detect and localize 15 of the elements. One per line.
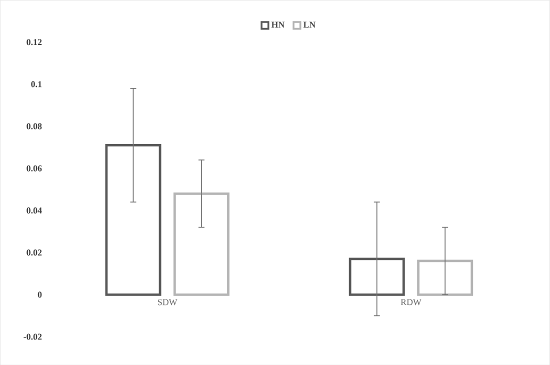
y-tick-label: 0.08	[26, 123, 42, 130]
y-tick-label: 0.06	[26, 165, 42, 172]
y-tick-label: 0.04	[26, 207, 42, 214]
bar	[105, 144, 162, 296]
y-tick-label: 0	[38, 291, 42, 298]
y-tick-label: -0.02	[24, 334, 42, 340]
bar	[173, 192, 230, 296]
bar	[348, 258, 405, 296]
x-tick-label: SDW	[158, 299, 178, 306]
legend-label: HN	[271, 22, 285, 28]
legend-label: LN	[303, 22, 316, 28]
y-tick-label: 0.12	[26, 38, 42, 46]
y-tick-label: 0.1	[31, 81, 42, 88]
y-tick-label: 0.02	[26, 249, 42, 256]
x-tick-label: RDW	[400, 299, 422, 306]
